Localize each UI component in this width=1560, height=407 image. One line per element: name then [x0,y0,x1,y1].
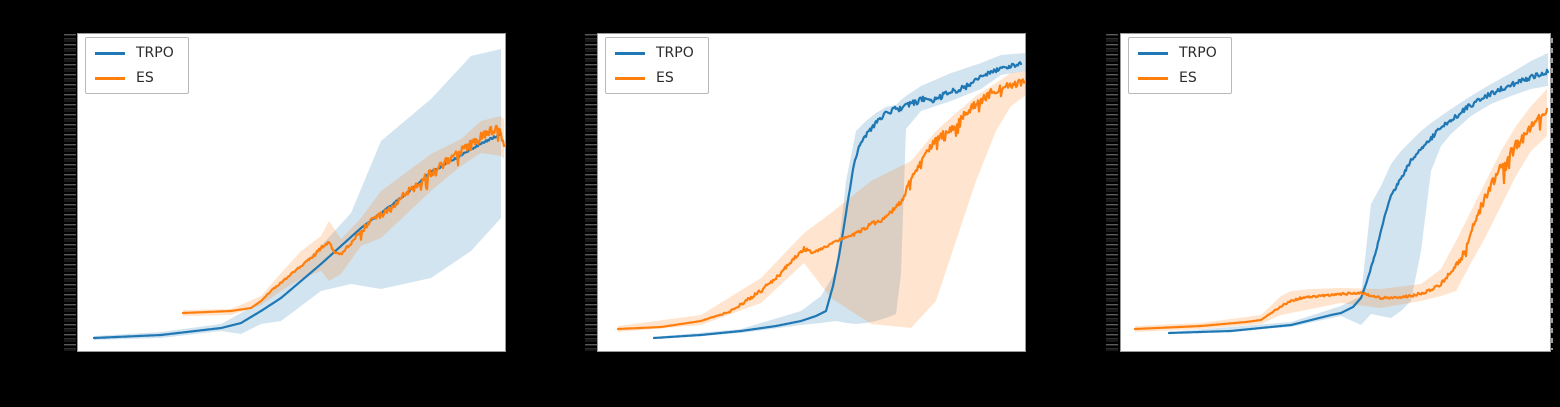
y-tick-labels-illegible-1 [64,34,76,351]
legend: TRPO ES [1128,37,1232,94]
es-line-swatch-icon [1138,76,1168,80]
legend-item-trpo: TRPO [615,44,694,62]
legend-item-es: ES [615,69,694,87]
y-tick-labels-illegible-2 [585,34,597,351]
legend-label-es: ES [136,70,154,86]
chart-panel-3: TRPO ES [1120,33,1551,352]
legend-label-es: ES [656,70,674,86]
legend-item-es: ES [1138,69,1217,87]
y-tick-labels-illegible-3 [1106,34,1118,351]
line-chart-1 [92,49,505,340]
legend-label-trpo: TRPO [136,45,174,61]
legend-item-trpo: TRPO [95,44,174,62]
trpo-line-swatch-icon [95,51,125,55]
chart-panel-1: TRPO ES [77,33,506,352]
legend-label-trpo: TRPO [1179,45,1217,61]
chart-panel-2: TRPO ES [597,33,1026,352]
es-line-swatch-icon [615,76,645,80]
trpo-line-swatch-icon [615,51,645,55]
line-chart-2 [616,53,1025,340]
legend-item-es: ES [95,69,174,87]
legend-item-trpo: TRPO [1138,44,1217,62]
es-line-swatch-icon [95,76,125,80]
figure-right-dashed-spine [1551,38,1553,350]
legend-label-trpo: TRPO [656,45,694,61]
legend: TRPO ES [85,37,189,94]
legend-label-es: ES [1179,70,1197,86]
legend: TRPO ES [605,37,709,94]
trpo-line-swatch-icon [1138,51,1168,55]
line-chart-3 [1133,53,1550,335]
